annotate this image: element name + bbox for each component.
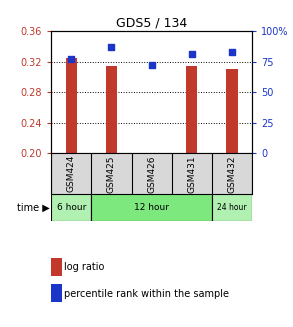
Text: GSM425: GSM425 [107, 155, 116, 193]
Title: GDS5 / 134: GDS5 / 134 [116, 17, 187, 30]
Text: GSM432: GSM432 [227, 155, 236, 193]
Bar [186, 66, 197, 153]
Text: 24 hour: 24 hour [217, 203, 247, 212]
Text: GSM426: GSM426 [147, 155, 156, 193]
Text: log ratio: log ratio [64, 263, 105, 272]
Text: percentile rank within the sample: percentile rank within the sample [64, 289, 229, 299]
Text: GSM431: GSM431 [187, 155, 196, 193]
Bar [106, 66, 117, 153]
Point [69, 57, 74, 62]
Text: time ▶: time ▶ [16, 203, 49, 213]
Text: 12 hour: 12 hour [134, 203, 169, 212]
Point [230, 49, 234, 55]
Bar [91, 194, 212, 221]
Point [109, 44, 114, 50]
Point [190, 52, 194, 57]
Point [149, 63, 154, 68]
Bar [212, 194, 252, 221]
Text: 6 hour: 6 hour [57, 203, 86, 212]
Text: GSM424: GSM424 [67, 155, 76, 193]
Bar [66, 58, 77, 153]
Bar [51, 194, 91, 221]
Bar [226, 69, 238, 153]
